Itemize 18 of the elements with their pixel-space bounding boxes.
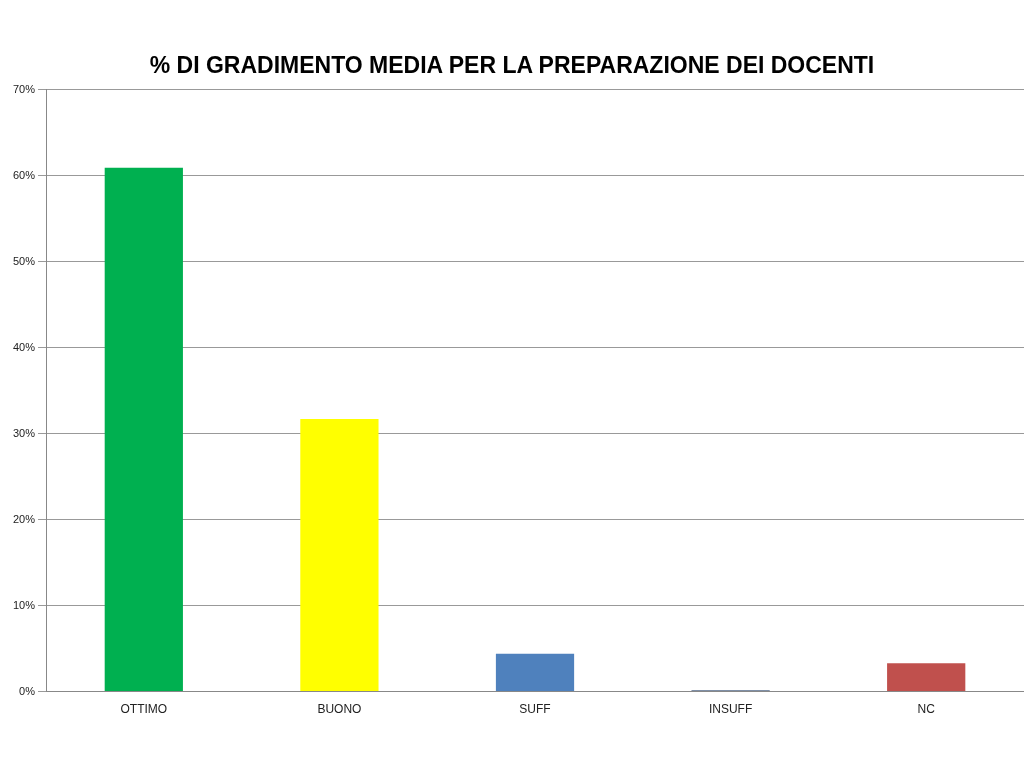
y-tick-label: 10% [12, 598, 36, 611]
x-tick-label: INSUFF [708, 702, 753, 717]
y-tick-label: 40% [12, 340, 36, 353]
chart-title: % DI GRADIMENTO MEDIA PER LA PREPARAZIONE DEI DOCENTI [148, 52, 876, 79]
y-tick-label: 30% [12, 426, 36, 439]
bar [495, 653, 575, 692]
y-tick-label: 70% [12, 82, 36, 95]
x-tick-label: NC [917, 702, 936, 717]
y-tick-label: 20% [12, 512, 36, 525]
x-tick-label: BUONO [317, 702, 362, 717]
bar [887, 663, 966, 692]
y-tick-label: 60% [12, 168, 36, 181]
bar [104, 167, 183, 692]
x-tick-label: OTTIMO [120, 702, 168, 717]
y-tick-label: 0% [19, 684, 36, 697]
bar [300, 418, 379, 692]
x-tick-label: SUFF [519, 702, 551, 717]
y-tick-label: 50% [12, 254, 36, 267]
